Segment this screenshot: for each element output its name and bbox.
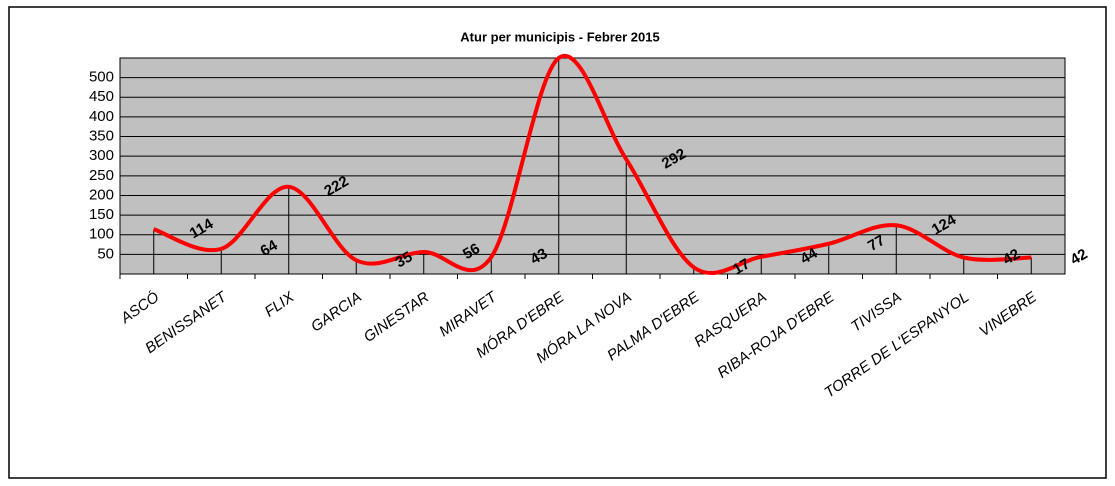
y-tick-label: 300: [89, 147, 114, 164]
data-label: 77: [865, 232, 888, 255]
chart-title: Atur per municipis - Febrer 2015: [460, 29, 659, 44]
data-label: 43: [528, 245, 551, 268]
y-tick-label: 350: [89, 128, 114, 145]
data-label: 42: [1068, 246, 1091, 269]
y-tick-label: 50: [97, 245, 114, 262]
data-label: 64: [258, 237, 282, 260]
y-tick-label: 200: [89, 186, 114, 203]
data-label: 17: [730, 255, 753, 278]
y-tick-label: 100: [89, 226, 114, 243]
y-tick-label: 250: [89, 167, 114, 184]
y-tick-label: 400: [89, 108, 114, 125]
data-label: 44: [798, 244, 822, 267]
line-series: [153, 53, 1032, 275]
y-tick-label: 150: [89, 206, 114, 223]
data-label: 56: [460, 240, 483, 263]
data-label: 42: [1000, 246, 1023, 269]
y-tick-label: 450: [89, 88, 114, 105]
data-label: 35: [393, 248, 416, 271]
y-tick-label: 500: [89, 69, 114, 86]
